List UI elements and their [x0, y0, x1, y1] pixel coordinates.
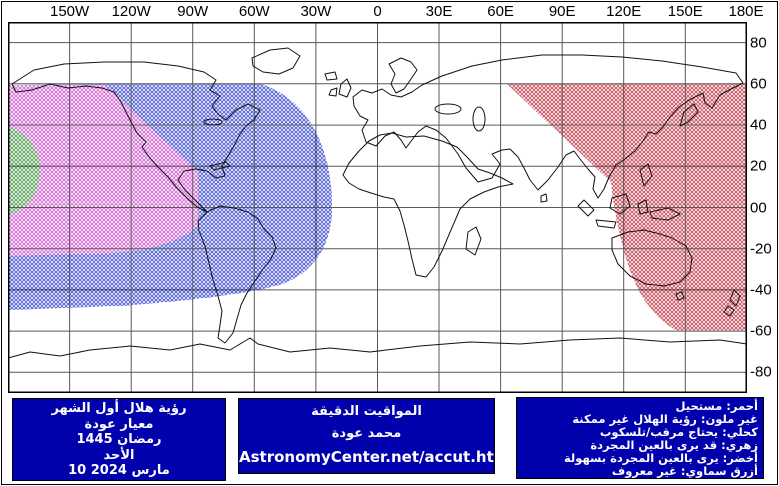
lat-label-00: 00 — [750, 199, 767, 216]
zone-naked-eye-pink — [8, 85, 198, 256]
legend-line-navy: كحلي: يحتاج مرقب/تلسكوب — [599, 425, 758, 439]
eurasia-outline — [352, 54, 744, 199]
credit-line-author: محمد عودة — [331, 426, 402, 441]
lon-label-120e: 120E — [606, 3, 642, 20]
sulawesi-outline — [637, 199, 649, 215]
scandinavia-outline — [388, 57, 418, 94]
title-panel: رؤية هلال أول الشهر معيار عودة رمضان 144… — [12, 398, 226, 481]
madagascar-outline — [465, 226, 482, 256]
lat-label-m20: -20 — [750, 240, 772, 258]
graticule — [8, 22, 747, 393]
lat-label-80: 80 — [750, 34, 767, 52]
ireland-outline — [328, 87, 338, 97]
lon-label-60w: 60W — [238, 3, 270, 20]
lon-label-90w: 90W — [177, 3, 209, 20]
great-lakes-outline — [203, 118, 223, 126]
title-line-criterion: معيار عودة — [84, 416, 154, 432]
lon-label-30w: 30W — [300, 3, 332, 20]
legend-panel: أحمر: مستحيل غير ملون: رؤية الهلال غير م… — [516, 397, 764, 479]
south-america-outline — [197, 205, 277, 344]
legend-line-pink: زهري: قد يرى بالعين المجردة — [590, 438, 758, 452]
britain-outline — [338, 78, 352, 98]
sri-lanka-outline — [540, 193, 548, 203]
lon-label-60e: 60E — [487, 3, 514, 20]
caspian-sea-outline — [472, 106, 486, 132]
zone-easy-green — [8, 127, 40, 215]
black-sea-outline — [434, 103, 462, 115]
lon-label-0: 0 — [373, 3, 382, 20]
lon-label-30e: 30E — [425, 3, 453, 20]
lon-label-120w: 120W — [111, 3, 151, 20]
legend-line-uncolored: غير ملون: رؤية الهلال غير ممكنة — [572, 412, 758, 426]
credit-line-timings: المواقيت الدقيقة — [311, 404, 422, 419]
iceland-outline — [324, 71, 338, 81]
credit-url: AstronomyCenter.net/accut.html — [239, 448, 515, 466]
world-visibility-map — [8, 22, 747, 393]
lat-label-m80: -80 — [750, 363, 772, 381]
borneo-outline — [609, 193, 631, 215]
legend-line-red: أحمر: مستحيل — [675, 399, 758, 413]
japan-outline — [679, 103, 699, 127]
cuba-outline — [209, 161, 231, 171]
lat-label-60: 60 — [750, 75, 767, 93]
lon-label-150w: 150W — [50, 3, 90, 20]
title-line-date: 10 مارس 2024 — [68, 463, 170, 478]
legend-line-green: أخضر: يرى بالعين المجردة بسهولة — [563, 451, 758, 465]
tasmania-outline — [675, 291, 685, 301]
map-frame — [8, 22, 747, 393]
new-zealand-outline — [723, 289, 741, 317]
credit-panel: المواقيت الدقيقة محمد عودة AstronomyCent… — [238, 398, 515, 474]
title-line-weekday: الأحد — [103, 447, 135, 463]
lat-label-40: 40 — [750, 116, 767, 134]
lat-label-m40: -40 — [750, 281, 772, 299]
new-guinea-outline — [649, 207, 681, 221]
australia-outline — [611, 229, 693, 287]
sumatra-outline — [577, 199, 595, 217]
legend-line-skyblue: أزرق سماوي: غير معروف — [611, 464, 758, 478]
lon-label-90e: 90E — [548, 3, 576, 20]
title-line-month: رمضان 1445 — [76, 432, 162, 447]
lat-label-20: 20 — [750, 157, 767, 175]
antarctica-outline — [8, 337, 747, 359]
greenland-outline — [251, 47, 301, 75]
north-america-outline — [11, 61, 261, 213]
africa-outline — [342, 132, 514, 278]
philippines-outline — [639, 163, 653, 187]
coastlines — [8, 47, 747, 359]
title-line-event: رؤية هلال أول الشهر — [51, 401, 187, 416]
lat-label-m60: -60 — [750, 322, 772, 340]
java-outline — [595, 219, 617, 229]
lon-label-150e: 150E — [667, 3, 703, 20]
lon-label-180e: 180E — [728, 3, 764, 20]
